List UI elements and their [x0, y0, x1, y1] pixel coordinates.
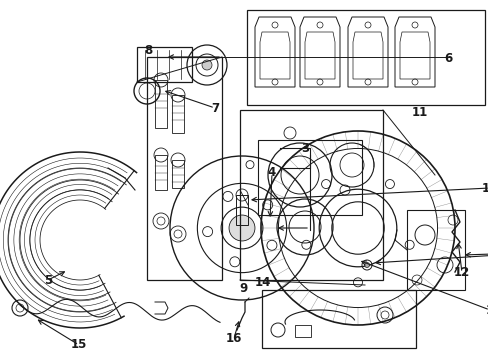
Bar: [155, 155, 167, 190]
Text: 5: 5: [44, 274, 52, 287]
Text: 4: 4: [267, 166, 276, 180]
Circle shape: [202, 60, 212, 70]
Text: 16: 16: [225, 332, 242, 345]
Text: 1: 1: [485, 303, 488, 316]
Text: 7: 7: [210, 102, 219, 114]
Bar: [172, 160, 183, 188]
Bar: [236, 195, 247, 225]
Bar: [262, 290, 415, 348]
Text: 3: 3: [300, 141, 308, 154]
Text: 6: 6: [443, 51, 451, 64]
Bar: [172, 95, 183, 133]
Text: 14: 14: [254, 275, 271, 288]
Bar: [155, 80, 167, 128]
Bar: [147, 57, 222, 280]
Bar: [240, 110, 382, 280]
Circle shape: [364, 262, 369, 267]
Text: 8: 8: [143, 44, 152, 57]
Text: 15: 15: [71, 338, 87, 351]
Bar: [258, 140, 361, 215]
Text: 10: 10: [481, 181, 488, 194]
Text: 11: 11: [411, 107, 427, 120]
Bar: [137, 47, 192, 82]
Text: 12: 12: [453, 266, 469, 279]
Bar: [246, 10, 484, 105]
Bar: [294, 325, 310, 337]
Bar: [406, 210, 464, 290]
Circle shape: [228, 215, 254, 241]
Text: 9: 9: [240, 282, 247, 294]
